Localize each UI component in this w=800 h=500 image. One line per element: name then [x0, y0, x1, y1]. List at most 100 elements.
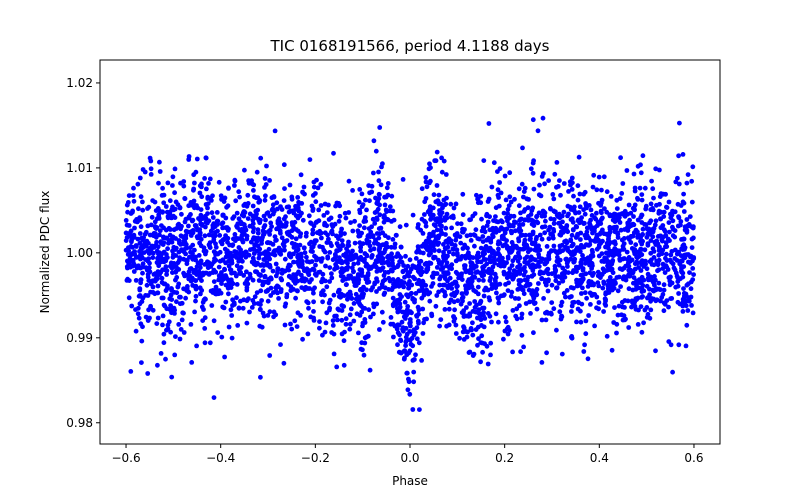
data-point — [193, 283, 199, 289]
data-point — [464, 290, 469, 296]
data-point — [616, 252, 622, 258]
data-point — [213, 244, 219, 250]
data-point — [219, 281, 224, 286]
data-point — [394, 298, 400, 303]
data-point — [415, 318, 421, 324]
x-tick-label: −0.2 — [301, 451, 330, 465]
data-point — [160, 322, 165, 328]
data-point — [270, 242, 276, 247]
data-point — [210, 225, 216, 231]
chart-title: TIC 0168191566, period 4.1188 days — [269, 37, 549, 55]
data-point — [640, 226, 646, 232]
data-point — [163, 288, 169, 293]
x-tick-label: −0.4 — [206, 451, 235, 465]
data-point — [585, 255, 591, 261]
data-point — [197, 190, 203, 196]
data-point — [330, 318, 336, 323]
data-point — [169, 297, 175, 302]
data-point — [666, 220, 672, 226]
data-point — [674, 258, 680, 263]
data-point — [467, 313, 473, 319]
data-point — [596, 306, 601, 312]
data-point — [342, 231, 347, 237]
data-point — [414, 336, 420, 342]
data-point — [360, 320, 366, 326]
x-axis: −0.6 −0.4 −0.2 0.0 0.2 0.4 0.6 — [111, 444, 704, 465]
data-point — [488, 237, 494, 243]
data-point — [403, 267, 409, 272]
data-point — [273, 312, 279, 318]
data-point — [425, 267, 431, 273]
data-point — [622, 305, 627, 310]
data-point — [626, 286, 632, 292]
data-point — [518, 217, 523, 222]
data-point — [228, 307, 234, 313]
data-point — [376, 235, 382, 241]
data-point — [498, 255, 504, 261]
data-point — [447, 275, 453, 281]
data-point — [508, 199, 514, 205]
data-point — [339, 258, 344, 264]
data-point — [638, 268, 644, 273]
data-point — [225, 228, 231, 233]
data-point — [237, 194, 243, 200]
data-point — [451, 251, 456, 257]
data-point — [279, 235, 285, 241]
data-point — [420, 331, 426, 336]
data-point — [138, 224, 144, 230]
data-point — [524, 254, 530, 260]
data-point — [510, 308, 516, 313]
data-point — [282, 303, 288, 309]
data-point — [451, 205, 457, 211]
data-point — [419, 295, 425, 301]
data-point — [353, 296, 359, 302]
data-point — [500, 259, 506, 265]
data-point — [537, 247, 543, 253]
data-point — [367, 243, 373, 249]
data-point — [133, 307, 138, 312]
data-point — [177, 205, 183, 211]
data-point — [569, 334, 574, 340]
data-point — [488, 275, 493, 281]
data-point — [395, 322, 401, 328]
data-point — [459, 291, 465, 296]
data-point — [396, 253, 402, 259]
data-point — [684, 225, 689, 230]
data-point — [427, 180, 432, 186]
data-point — [575, 183, 581, 189]
data-point — [495, 187, 501, 193]
data-point — [480, 253, 486, 258]
data-point — [336, 218, 342, 224]
data-point — [621, 241, 627, 247]
data-point — [377, 192, 382, 198]
data-point — [223, 254, 229, 260]
data-point — [532, 264, 537, 270]
data-point — [298, 313, 303, 318]
data-point — [480, 234, 486, 239]
data-point — [183, 228, 189, 234]
data-point — [160, 267, 166, 273]
data-point — [574, 319, 579, 325]
data-point — [394, 306, 400, 311]
data-point — [391, 334, 396, 340]
data-point — [463, 255, 468, 261]
data-point — [249, 305, 255, 310]
data-point — [357, 313, 363, 318]
data-point — [418, 281, 424, 287]
data-point — [332, 313, 337, 319]
data-point — [592, 238, 597, 244]
data-point — [341, 362, 347, 368]
data-point — [348, 220, 353, 226]
data-point — [505, 207, 511, 212]
data-point — [559, 351, 565, 357]
data-point — [504, 226, 510, 232]
data-point — [220, 225, 226, 231]
data-point — [507, 194, 513, 200]
data-point — [250, 255, 256, 261]
data-point — [322, 201, 328, 207]
data-point — [569, 187, 575, 192]
data-point — [244, 320, 250, 326]
data-point — [569, 232, 575, 238]
data-point — [536, 210, 542, 216]
data-point — [675, 275, 681, 281]
